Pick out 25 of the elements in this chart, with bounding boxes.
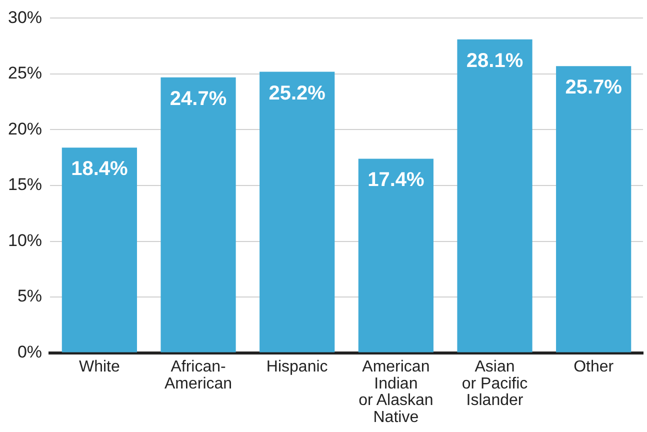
x-tick-label: White (78, 358, 120, 376)
y-tick-label: 30% (8, 8, 42, 27)
y-tick-label: 15% (8, 175, 42, 194)
bar (260, 72, 335, 352)
x-tick-label: Hispanic (266, 358, 328, 376)
bar (358, 158, 434, 352)
y-tick-label: 25% (8, 64, 42, 83)
x-tick-label: American Indian or Alaskan Native (358, 358, 434, 426)
data-label: 25.2% (268, 82, 326, 104)
y-tick-label: 10% (8, 230, 42, 250)
bar (457, 39, 532, 352)
y-tick-label: 0% (17, 342, 42, 362)
data-label: 28.1% (466, 50, 524, 72)
y-tick-label: 5% (17, 286, 42, 306)
data-label: 17.4% (368, 169, 424, 192)
data-label: 18.4% (71, 158, 128, 180)
bar (62, 148, 137, 352)
y-tick-label: 20% (8, 119, 42, 138)
x-tick-label: Asian or Pacific Islander (462, 358, 528, 410)
x-tick-label: Other (574, 358, 614, 376)
bar (160, 77, 236, 352)
x-tick-label: African- American (164, 358, 232, 392)
data-label: 25.7% (565, 76, 622, 99)
data-label: 24.7% (170, 88, 227, 110)
bar (556, 66, 632, 352)
